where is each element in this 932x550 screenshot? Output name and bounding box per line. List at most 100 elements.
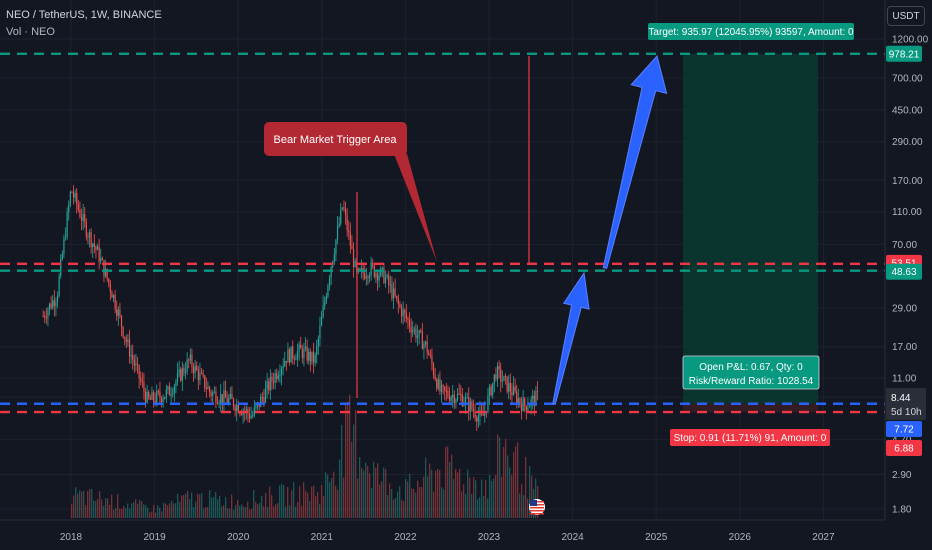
candle-body	[537, 391, 538, 392]
volume-bar	[121, 509, 122, 518]
volume-bar	[479, 497, 480, 518]
volume-bar	[445, 447, 446, 518]
volume-bar	[103, 506, 104, 518]
candle-body	[43, 316, 44, 317]
x-tick-label: 2022	[394, 532, 417, 543]
candle-body	[231, 394, 232, 399]
candle-body	[471, 402, 472, 410]
volume-bar	[335, 486, 336, 518]
volume-bar	[233, 510, 234, 518]
candle-body	[47, 310, 48, 318]
candle-body	[275, 373, 276, 382]
volume-bar	[473, 477, 474, 518]
volume-bar	[167, 505, 168, 518]
volume-bar	[183, 495, 184, 518]
volume-bar	[193, 507, 194, 518]
candle-body	[286, 361, 287, 363]
volume-bar	[503, 447, 504, 518]
candle-body	[361, 268, 362, 270]
stop-zone-rect	[683, 404, 818, 412]
flag-canton	[530, 500, 537, 506]
target-label: Target: 935.97 (12045.95%) 93597, Amount…	[648, 23, 854, 40]
volume-bar	[195, 502, 196, 518]
volume-bar	[459, 469, 460, 518]
y-tick-label: 110.00	[892, 207, 922, 218]
candle-body	[145, 392, 146, 403]
y-tick-label: 700.00	[892, 73, 923, 84]
symbol-title: NEO / TetherUS, 1W, BINANCE	[6, 9, 162, 21]
candle-body	[337, 226, 338, 239]
candle-body	[129, 339, 130, 356]
volume-bar	[255, 502, 256, 518]
candle-body	[310, 352, 311, 362]
badge-48-text: 48.63	[891, 267, 916, 278]
x-tick-label: 2024	[561, 532, 584, 543]
candle-body	[406, 313, 407, 319]
candle-body	[86, 222, 87, 237]
volume-bar	[405, 479, 406, 518]
candle-body	[289, 350, 290, 363]
currency-button[interactable]: USDT	[887, 6, 925, 26]
candle-body	[423, 344, 424, 349]
volume-bar	[99, 491, 100, 518]
y-tick-label: 2.90	[892, 470, 912, 481]
candle-body	[278, 376, 279, 379]
y-tick-label: 170.00	[892, 176, 923, 187]
candle-body	[385, 277, 386, 283]
volume-bar	[345, 403, 346, 518]
candle-body	[529, 406, 530, 408]
candle-body	[526, 406, 527, 411]
candle-body	[92, 244, 93, 248]
candle-body	[161, 397, 162, 402]
volume-bar	[317, 492, 318, 518]
volume-bar	[361, 468, 362, 518]
volume-bar	[397, 492, 398, 518]
candle-body	[209, 387, 210, 392]
volume-bar	[83, 491, 84, 518]
volume-bar	[525, 457, 526, 518]
candle-body	[499, 366, 500, 369]
candle-body	[505, 376, 506, 377]
candle-body	[59, 276, 60, 296]
candle-body	[335, 240, 336, 255]
volume-bar	[321, 485, 322, 518]
candle-body	[171, 395, 172, 396]
volume-bar	[505, 439, 506, 518]
candle-body	[494, 374, 495, 382]
bear-callout-text: Bear Market Trigger Area	[274, 134, 398, 146]
candle-body	[300, 345, 301, 349]
volume-bar	[109, 505, 110, 518]
candle-body	[319, 326, 320, 339]
candle-body	[260, 397, 261, 407]
flag-stripe	[530, 510, 544, 512]
candle-body	[135, 364, 136, 365]
volume-bar	[501, 477, 502, 518]
volume-indicator-label[interactable]: Vol · NEO	[6, 26, 55, 38]
candle-body	[147, 392, 148, 402]
candle-body	[185, 372, 186, 373]
candle-body	[436, 380, 437, 389]
y-tick-label: 290.00	[892, 137, 923, 148]
candle-body	[188, 360, 189, 361]
volume-bar	[309, 501, 310, 518]
candle-body	[124, 337, 125, 339]
candle-body	[78, 205, 79, 210]
candle-body	[67, 212, 68, 237]
candle-body	[174, 386, 175, 393]
volume-bar	[475, 480, 476, 518]
candle-body	[327, 285, 328, 296]
candle-body	[219, 403, 220, 404]
candle-body	[348, 230, 349, 232]
volume-bar	[119, 509, 120, 518]
candle-body	[267, 381, 268, 388]
volume-bar	[111, 495, 112, 518]
volume-bar	[471, 494, 472, 518]
volume-bar	[145, 505, 146, 518]
volume-bar	[287, 487, 288, 518]
volume-bar	[519, 494, 520, 518]
y-tick-label: 11.00	[892, 374, 917, 385]
candle-body	[446, 391, 447, 392]
candle-body	[276, 373, 277, 378]
candle-body	[150, 398, 151, 400]
